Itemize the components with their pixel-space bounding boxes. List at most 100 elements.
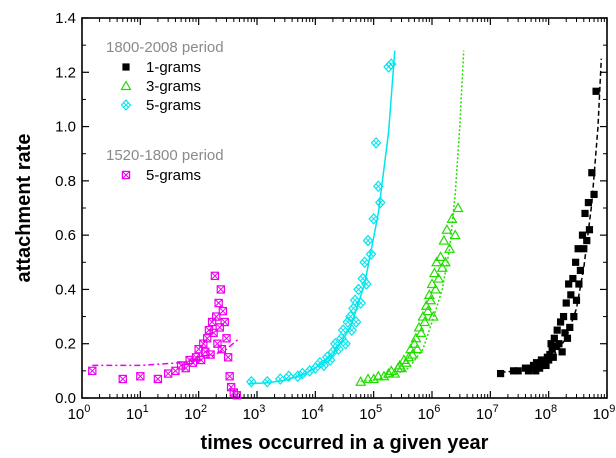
data-point-series-2 [327, 345, 339, 358]
data-point-series-1 [372, 370, 384, 381]
data-point-series-2 [246, 375, 257, 388]
data-point-series-1 [428, 267, 440, 278]
data-point-series-0 [592, 87, 600, 95]
legend-marker-series-3 [121, 170, 131, 180]
data-point-series-1 [408, 337, 420, 348]
data-point-series-2 [346, 324, 357, 337]
legend-marker-series-0 [122, 63, 130, 71]
data-point-series-1 [389, 367, 401, 378]
data-point-series-1 [449, 229, 461, 240]
data-point-series-2 [274, 373, 286, 385]
data-point-series-3 [206, 350, 215, 359]
data-point-series-2 [337, 324, 349, 337]
data-point-series-1 [431, 256, 443, 267]
data-point-series-1 [406, 348, 418, 359]
data-point-series-0 [563, 334, 572, 342]
data-point-series-0 [578, 231, 587, 239]
data-point-series-3 [212, 312, 221, 321]
data-point-series-2 [318, 359, 330, 372]
data-point-series-0 [551, 342, 559, 351]
data-point-series-0 [553, 326, 561, 334]
data-point-series-0 [497, 369, 505, 378]
data-point-series-0 [566, 323, 574, 332]
data-point-series-3 [225, 372, 234, 381]
x-tick-label: 109 [593, 403, 616, 423]
data-point-series-1 [452, 202, 464, 213]
data-point-series-2 [361, 278, 372, 290]
data-point-series-1 [446, 213, 458, 223]
data-point-series-0 [549, 353, 557, 361]
data-point-series-3 [163, 369, 173, 378]
data-point-series-3 [196, 355, 206, 365]
data-point-series-0 [559, 312, 568, 321]
data-point-series-3 [88, 366, 97, 376]
data-point-series-0 [542, 361, 550, 370]
data-point-series-1 [422, 305, 434, 316]
data-point-series-3 [220, 317, 229, 327]
data-point-series-1 [434, 251, 447, 261]
data-point-series-2 [365, 248, 377, 261]
data-point-series-1 [355, 375, 367, 386]
data-point-series-1 [400, 356, 412, 367]
data-point-series-0 [572, 296, 581, 304]
data-point-series-0 [547, 340, 555, 348]
x-tick-label: 100 [68, 403, 91, 423]
data-point-series-3 [136, 372, 145, 381]
data-point-series-3 [218, 306, 228, 316]
data-point-series-1 [439, 256, 451, 267]
data-point-series-0 [509, 367, 518, 375]
y-tick-label: 1.4 [55, 10, 76, 27]
data-point-series-2 [372, 180, 384, 193]
data-point-series-1 [444, 242, 456, 253]
y-tick-label: 0.4 [55, 281, 76, 298]
data-point-series-0 [581, 209, 589, 218]
data-point-series-1 [411, 343, 423, 354]
data-point-series-1 [441, 223, 453, 234]
data-point-series-0 [572, 258, 580, 266]
data-point-series-0 [570, 312, 578, 321]
data-point-series-2 [304, 364, 315, 377]
data-point-series-3 [204, 325, 214, 335]
data-point-series-0 [555, 340, 563, 348]
y-tick-label: 0.0 [55, 390, 76, 407]
legend-label-series-2: 5-grams [146, 97, 201, 114]
fit-line-series-3 [92, 337, 240, 367]
data-point-series-1 [430, 283, 442, 294]
data-point-series-0 [584, 198, 593, 207]
data-point-series-1 [410, 332, 422, 343]
y-tick-label: 1.0 [55, 119, 76, 136]
data-point-series-2 [345, 310, 356, 323]
data-point-series-0 [585, 226, 594, 234]
data-point-series-2 [368, 212, 379, 225]
data-point-series-3 [181, 363, 190, 373]
x-tick-label: 107 [476, 403, 499, 423]
data-point-series-0 [556, 318, 565, 326]
y-tick-label: 0.8 [55, 173, 76, 190]
data-point-series-1 [415, 327, 427, 337]
x-tick-label: 104 [301, 403, 324, 423]
legend: 1800-2008 period 1-grams 3-grams 5-grams 152… [106, 39, 224, 184]
data-point-series-2 [353, 283, 364, 296]
x-tick-label: 103 [243, 403, 266, 423]
y-tick-label: 0.2 [55, 336, 76, 353]
data-point-series-2 [340, 337, 351, 350]
data-point-series-1 [395, 362, 408, 373]
data-point-series-2 [385, 58, 397, 71]
data-point-series-0 [574, 245, 582, 253]
legend-marker-series-1 [120, 80, 132, 91]
data-point-series-1 [425, 294, 437, 305]
data-point-series-1 [436, 261, 448, 272]
data-point-series-1 [426, 278, 438, 289]
data-point-series-0 [576, 266, 585, 275]
data-point-series-3 [210, 271, 220, 281]
data-point-series-3 [222, 334, 231, 343]
data-point-series-2 [349, 294, 361, 307]
data-point-series-0 [569, 274, 577, 283]
data-point-series-3 [213, 339, 222, 348]
data-points [88, 58, 600, 400]
data-point-series-3 [216, 285, 226, 294]
data-point-series-2 [355, 297, 367, 309]
data-point-series-2 [348, 302, 359, 315]
data-point-series-3 [191, 353, 201, 362]
y-tick-label: 1.2 [55, 64, 76, 81]
